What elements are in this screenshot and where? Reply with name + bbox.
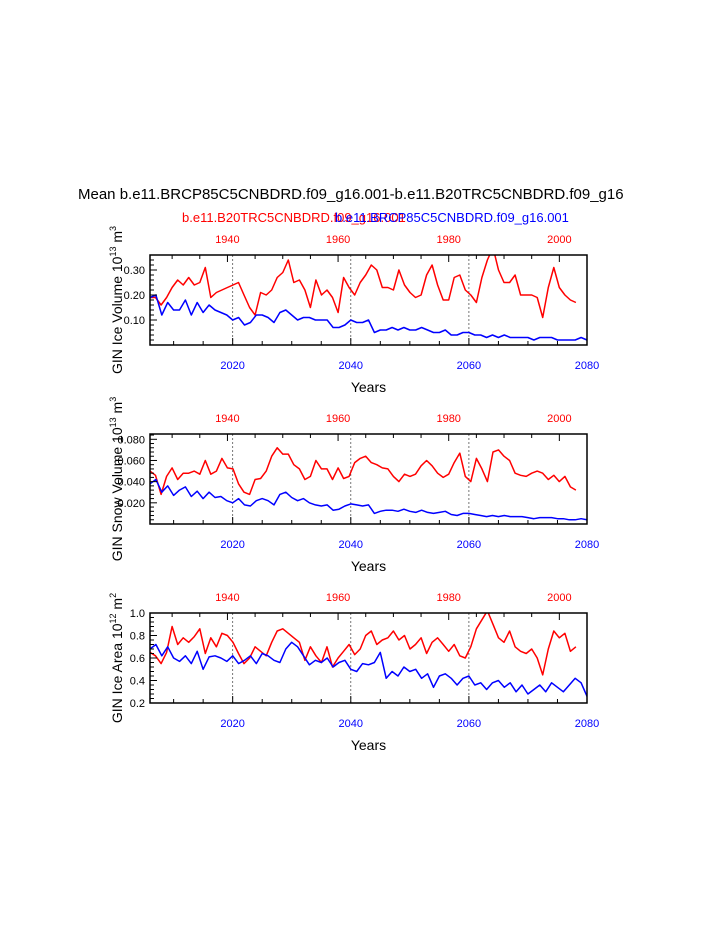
figure-title: Mean b.e11.BRCP85C5CNBDRD.f09_g16.001-b.… — [78, 186, 624, 203]
panel-2: 2020 2040 2060 2080 1940 1960 1980 2000 0.020 0.0… — [108, 397, 599, 574]
plot-frame — [149, 433, 588, 525]
bottom-tick-label: 2020 — [220, 360, 244, 372]
bottom-tick-label: 2060 — [457, 360, 481, 372]
y-label-part: 13 — [108, 247, 118, 257]
bottom-tick-label: 2040 — [339, 539, 363, 551]
series-line-blue — [150, 478, 587, 521]
bottom-tick-label: 2060 — [457, 718, 481, 730]
series-line-red — [150, 447, 577, 496]
y-label-part: m — [109, 231, 125, 247]
legend-blue-series: b.e11.BRCP85C5CNBDRD.f09_g16.001 — [335, 210, 569, 225]
bottom-tick-label: 2080 — [575, 539, 599, 551]
bottom-tick-label: 2020 — [220, 718, 244, 730]
y-axis-label: GIN Snow Volume 1013 m3 — [108, 397, 125, 561]
y-tick-label: 0.2 — [130, 698, 145, 710]
y-tick-label: 0.020 — [117, 498, 145, 510]
y-label-part: 12 — [108, 613, 118, 623]
y-label-part: 13 — [108, 417, 118, 427]
top-tick-label: 1980 — [436, 234, 460, 246]
series-line-red — [150, 613, 577, 676]
y-label-part: GIN Ice Volume 10 — [109, 256, 125, 374]
top-tick-label: 1940 — [215, 234, 239, 246]
legend-red-series: b.e11.B20TRC5CNBDRD.f09_g16.001 — [182, 210, 406, 225]
y-tick-label: 0.20 — [124, 290, 145, 302]
y-axis-label: GIN Ice Area 1012 m2 — [108, 593, 125, 723]
x-axis-label: Years — [351, 558, 386, 574]
y-label-part: m — [109, 598, 125, 614]
y-tick-label: 0.8 — [130, 631, 145, 643]
top-tick-label: 1940 — [215, 413, 239, 425]
y-label-part: 3 — [108, 397, 118, 402]
top-tick-label: 1960 — [326, 234, 350, 246]
top-tick-label: 1940 — [215, 592, 239, 604]
bottom-tick-label: 2060 — [457, 539, 481, 551]
bottom-tick-label: 2040 — [339, 360, 363, 372]
plot-frame — [149, 612, 588, 704]
y-tick-label: 0.10 — [124, 315, 145, 327]
top-tick-label: 2000 — [547, 592, 571, 604]
y-tick-label: 0.080 — [117, 434, 145, 446]
top-tick-label: 1980 — [436, 592, 460, 604]
y-label-part: 2 — [108, 593, 118, 598]
panel-1: 2020 2040 2060 2080 1940 1960 1980 2000 0.10 0.20… — [108, 226, 599, 395]
x-axis-label: Years — [351, 737, 386, 753]
y-label-part: 3 — [108, 226, 118, 231]
y-label-part: GIN Snow Volume 10 — [109, 427, 125, 561]
y-tick-label: 0.040 — [117, 477, 145, 489]
bottom-tick-label: 2040 — [339, 718, 363, 730]
x-axis-label: Years — [351, 379, 386, 395]
y-tick-label: 0.6 — [130, 653, 145, 665]
y-tick-label: 0.4 — [130, 676, 145, 688]
y-label-part: m — [109, 402, 125, 418]
top-tick-label: 1960 — [326, 413, 350, 425]
y-tick-label: 0.30 — [124, 265, 145, 277]
y-label-part: GIN Ice Area 10 — [109, 623, 125, 723]
top-tick-label: 2000 — [547, 234, 571, 246]
series-line-blue — [150, 294, 587, 341]
y-tick-label: 1.0 — [130, 608, 145, 620]
series-line-red — [150, 255, 577, 319]
y-axis-label: GIN Ice Volume 1013 m3 — [108, 226, 125, 374]
bottom-tick-label: 2080 — [575, 360, 599, 372]
top-tick-label: 2000 — [547, 413, 571, 425]
series-line-blue — [150, 641, 587, 698]
bottom-tick-label: 2020 — [220, 539, 244, 551]
top-tick-label: 1980 — [436, 413, 460, 425]
bottom-tick-label: 2080 — [575, 718, 599, 730]
panel-3: 2020 2040 2060 2080 1940 1960 1980 2000 0.2 0.4 0.… — [108, 592, 599, 753]
top-tick-label: 1960 — [326, 592, 350, 604]
y-tick-label: 0.060 — [117, 455, 145, 467]
